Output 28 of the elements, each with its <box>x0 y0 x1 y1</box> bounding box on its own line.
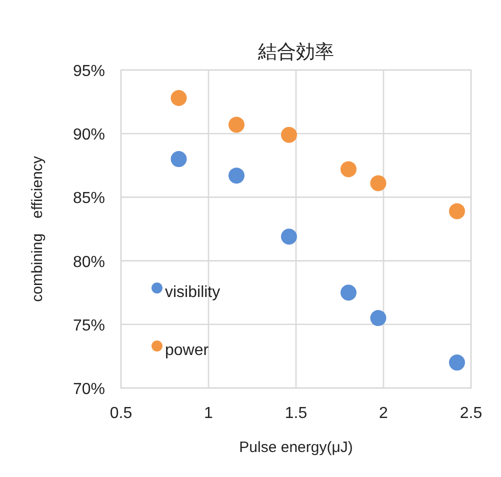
y-tick-label: 95% <box>72 63 105 80</box>
point <box>340 161 356 178</box>
y-tick-label: 75% <box>72 317 105 334</box>
y-tick-label: 70% <box>72 381 105 398</box>
point <box>281 228 297 245</box>
x-tick-label: 2.5 <box>460 405 482 422</box>
legend-label: power <box>165 342 210 359</box>
point <box>281 126 297 143</box>
point <box>370 310 386 326</box>
chart-title: 結合効率 <box>257 41 334 63</box>
point <box>449 354 465 371</box>
point <box>228 116 244 133</box>
y-tick-label: 90% <box>72 126 105 144</box>
point <box>370 175 386 192</box>
point <box>228 168 244 184</box>
y-axis-title: combining efficiency <box>29 156 46 302</box>
x-axis-title: Pulse energy(μJ) <box>239 439 353 456</box>
y-tick-label: 85% <box>72 190 105 208</box>
point <box>170 151 187 168</box>
point <box>170 90 187 106</box>
point <box>340 284 356 301</box>
point <box>449 203 465 220</box>
legend-label: visibility <box>165 284 220 301</box>
x-tick-label: 0.5 <box>110 405 132 422</box>
x-tick-label: 1 <box>204 405 214 422</box>
y-tick-label: 80% <box>72 254 105 271</box>
x-tick-label: 1.5 <box>284 405 308 422</box>
x-tick-label: 2 <box>379 405 388 422</box>
